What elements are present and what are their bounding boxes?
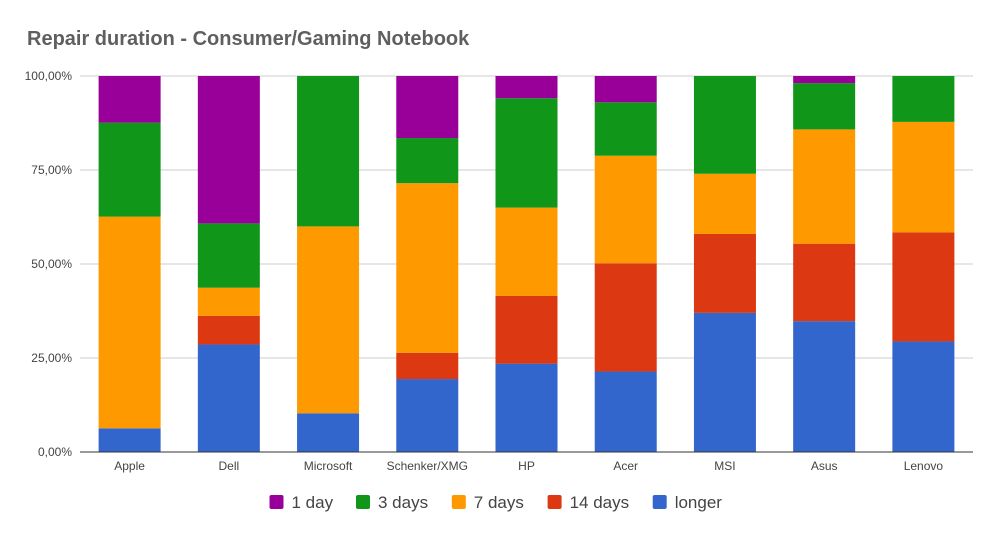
bar-hp-7-days[interactable] [495,207,558,296]
bar-microsoft-3-days[interactable] [297,76,360,227]
bar-acer-1-day[interactable] [594,76,657,103]
legend-label-longer: longer [675,493,723,512]
x-tick-label-msi: MSI [714,459,735,473]
bar-lenovo-longer[interactable] [892,341,955,452]
bar-lenovo-3-days[interactable] [892,76,955,122]
bar-acer-14-days[interactable] [594,263,657,372]
bars-layer [98,76,955,452]
legend-item-14-days[interactable]: 14 days [547,493,630,512]
legend-item-1-day[interactable]: 1 day [269,493,334,512]
y-tick-label: 100,00% [25,69,73,83]
bar-apple-3-days[interactable] [98,122,161,217]
legend-swatch-1-day [269,495,284,509]
bar-dell-1-day[interactable] [197,76,260,224]
chart-title: Repair duration - Consumer/Gaming Notebo… [27,28,470,50]
x-tick-label-asus: Asus [811,459,838,473]
bar-microsoft-7-days[interactable] [297,226,360,414]
bar-hp-3-days[interactable] [495,98,558,208]
x-tick-label-schenker-xmg: Schenker/XMG [387,459,468,473]
bar-msi-3-days[interactable] [693,76,756,174]
bar-msi-longer[interactable] [693,312,756,452]
bar-hp-1-day[interactable] [495,76,558,99]
x-tick-label-lenovo: Lenovo [904,459,944,473]
bar-dell-longer[interactable] [197,344,260,452]
legend-swatch-14-days [547,495,562,509]
bar-apple-longer[interactable] [98,428,161,452]
bar-microsoft-longer[interactable] [297,413,360,452]
bar-acer-3-days[interactable] [594,102,657,156]
x-tick-label-apple: Apple [114,459,145,473]
bar-asus-7-days[interactable] [793,129,856,244]
bar-schenker-xmg-3-days[interactable] [396,138,459,184]
bar-asus-longer[interactable] [793,321,856,452]
bar-schenker-xmg-1-day[interactable] [396,76,459,139]
legend-swatch-3-days [356,495,370,509]
legend-swatch-longer [652,495,667,509]
legend-item-longer[interactable]: longer [652,493,723,512]
axis-layer: 0,00% 25,00% 50,00% 75,00% 100,00% Apple Dell M… [25,69,973,473]
bar-asus-3-days[interactable] [793,83,856,130]
bar-schenker-xmg-7-days[interactable] [396,183,459,353]
legend-label-1-day: 1 day [292,493,334,512]
bar-dell-14-days[interactable] [197,315,260,345]
x-tick-label-microsoft: Microsoft [304,459,353,473]
bar-apple-1-day[interactable] [98,76,161,123]
y-tick-label: 50,00% [31,257,72,271]
x-tick-label-dell: Dell [218,459,239,473]
bar-msi-7-days[interactable] [693,173,756,234]
bar-msi-14-days[interactable] [693,233,756,313]
x-tick-label-acer: Acer [613,459,638,473]
legend: 1 day 3 days 7 days 14 days longer [269,493,723,512]
bar-asus-1-day[interactable] [793,76,856,84]
legend-item-3-days[interactable]: 3 days [356,493,428,512]
bar-hp-14-days[interactable] [495,295,558,364]
bar-dell-3-days[interactable] [197,223,260,288]
legend-label-14-days: 14 days [570,493,630,512]
bar-apple-7-days[interactable] [98,216,161,429]
legend-swatch-7-days [451,495,466,509]
bar-dell-7-days[interactable] [197,287,260,316]
legend-label-7-days: 7 days [474,493,524,512]
bar-schenker-xmg-14-days[interactable] [396,352,459,380]
x-tick-label-hp: HP [518,459,535,473]
bar-schenker-xmg-longer[interactable] [396,379,459,452]
legend-label-3-days: 3 days [378,493,428,512]
bar-asus-14-days[interactable] [793,243,856,322]
bar-hp-longer[interactable] [495,363,558,452]
y-tick-label: 0,00% [38,445,72,459]
bar-lenovo-14-days[interactable] [892,232,955,342]
bar-acer-longer[interactable] [594,371,657,452]
bar-acer-7-days[interactable] [594,155,657,264]
y-tick-label: 25,00% [31,351,72,365]
y-tick-label: 75,00% [31,163,72,177]
legend-item-7-days[interactable]: 7 days [451,493,524,512]
bar-lenovo-7-days[interactable] [892,121,955,233]
